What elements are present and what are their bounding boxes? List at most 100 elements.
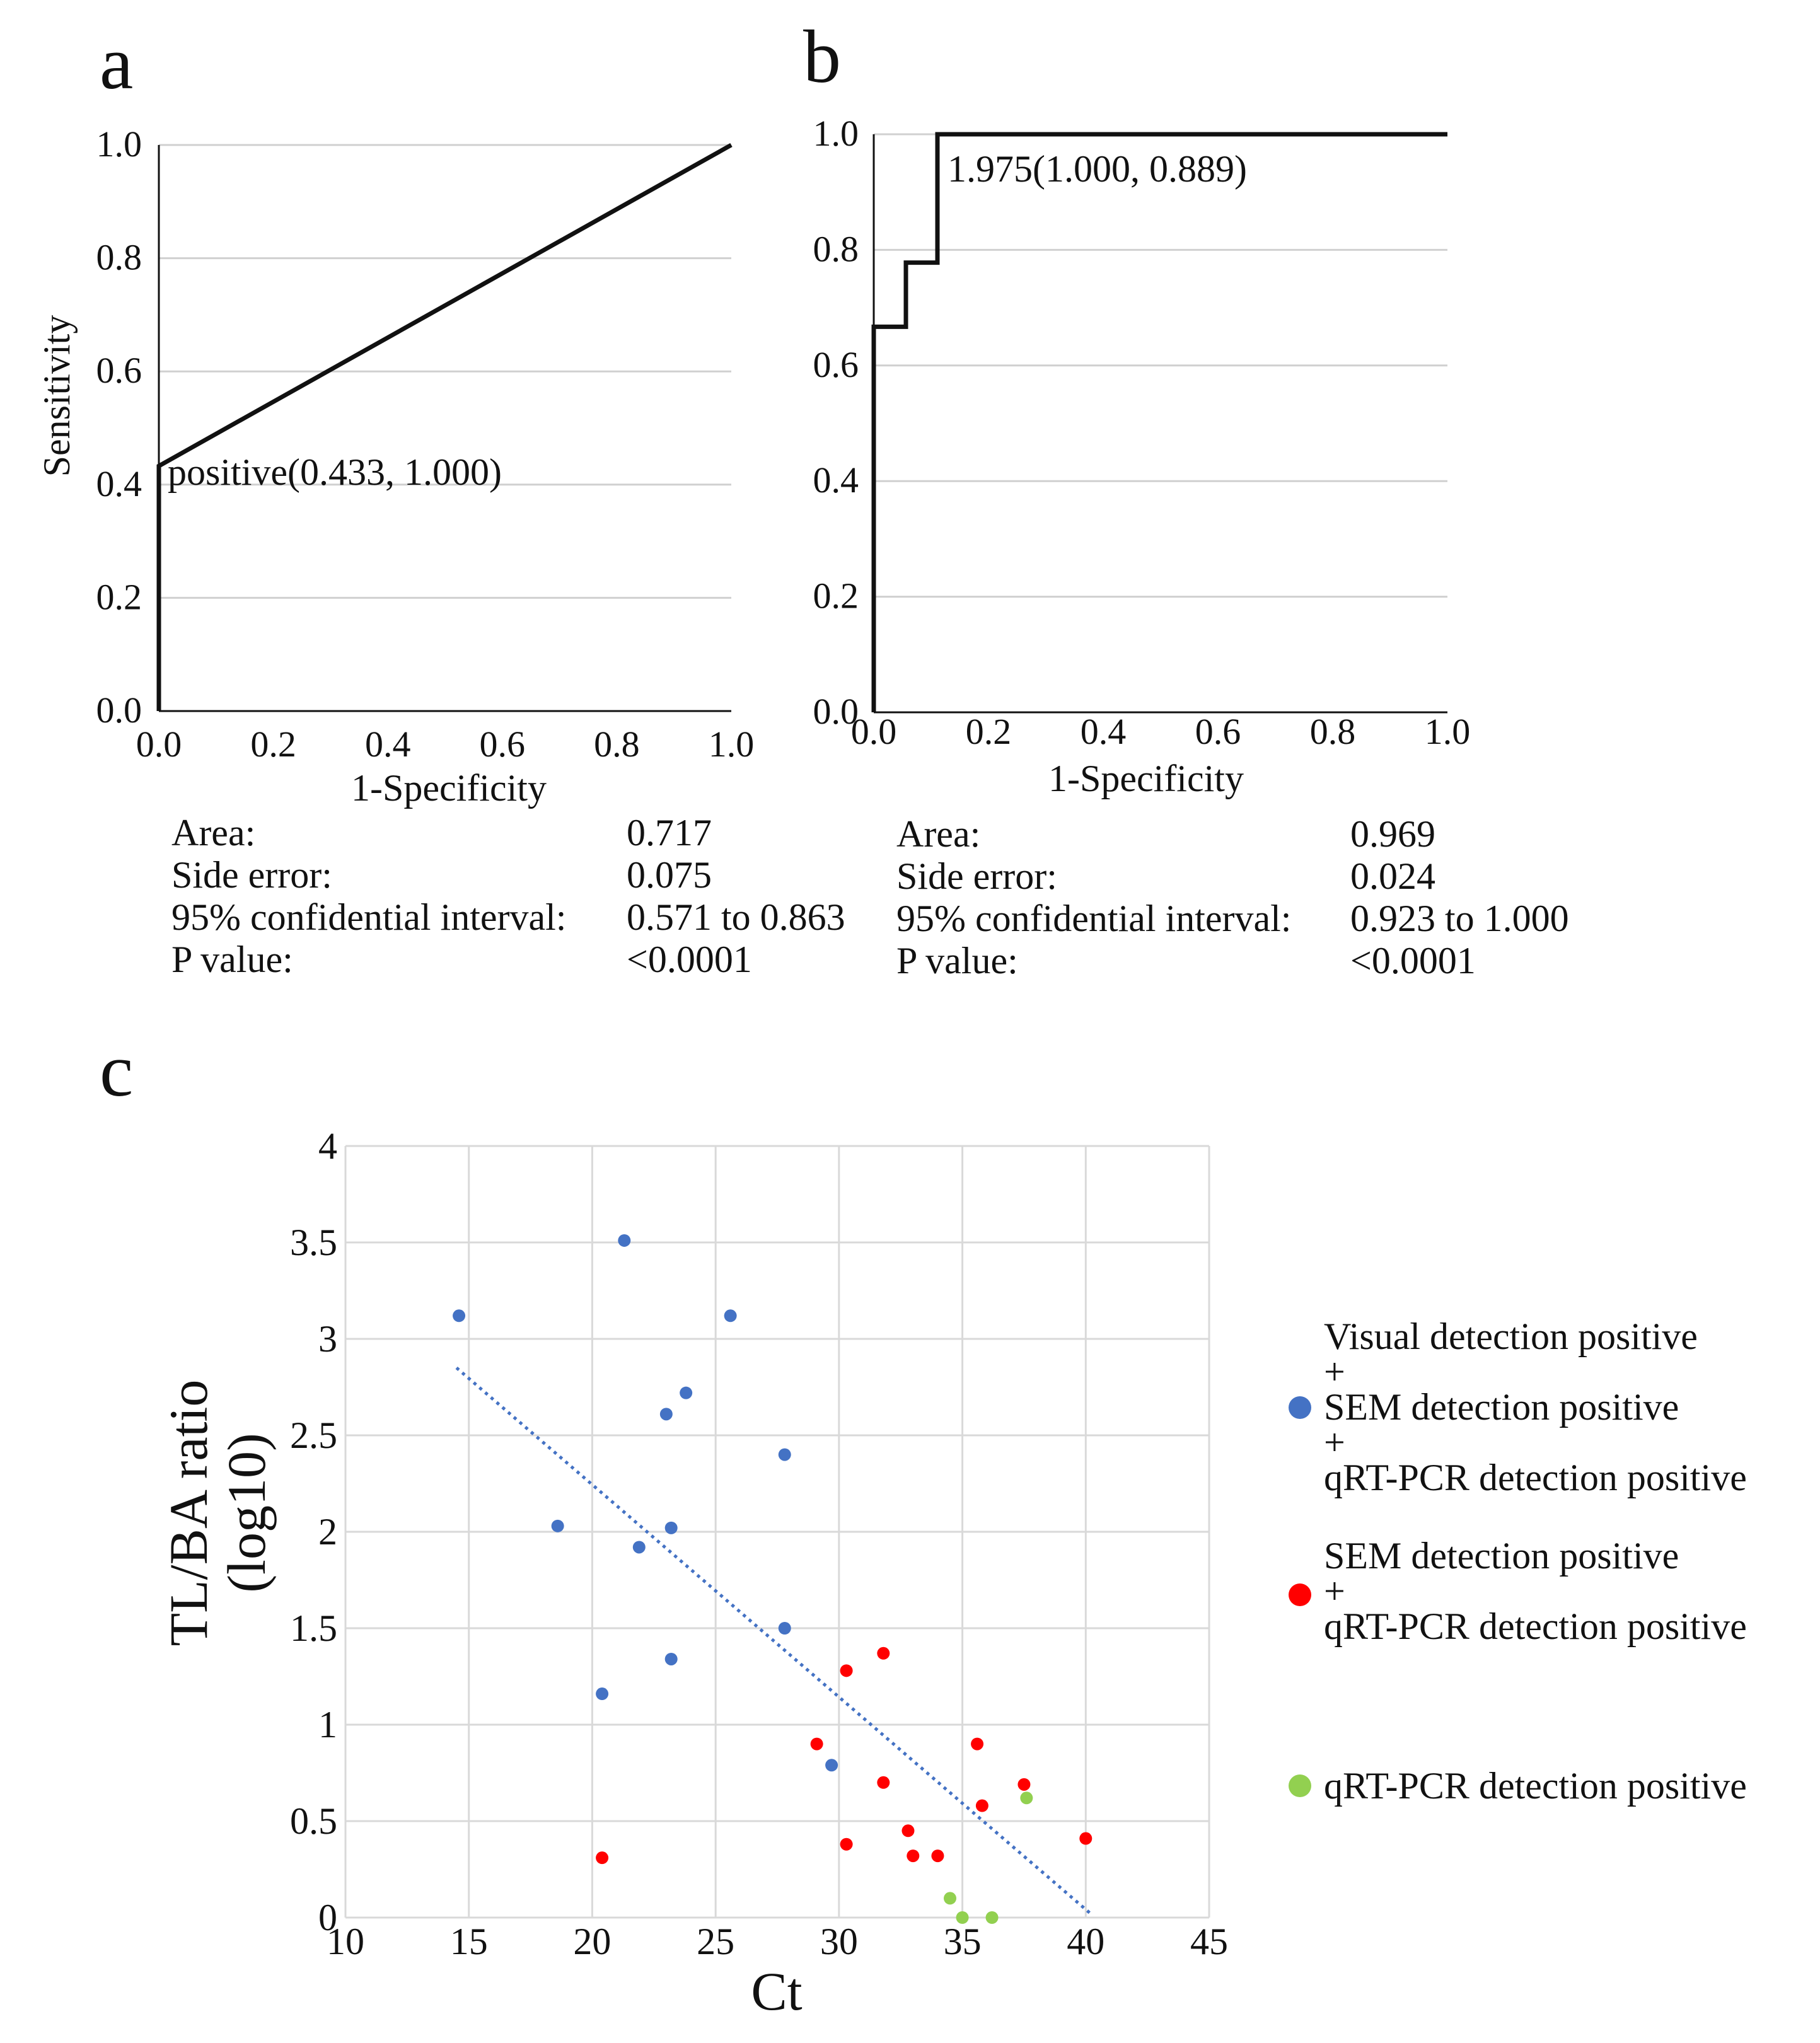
x-tick-label: 0.8 bbox=[1310, 711, 1356, 752]
y-tick-label: 0.5 bbox=[290, 1800, 337, 1842]
stats-value: <0.0001 bbox=[1350, 940, 1476, 981]
panel-label: c bbox=[100, 1028, 133, 1112]
scatter-point bbox=[659, 1408, 673, 1421]
scatter-point bbox=[1079, 1832, 1093, 1845]
legend-text: + bbox=[1324, 1570, 1345, 1612]
legend-text: qRT-PCR detection positive bbox=[1324, 1606, 1747, 1647]
y-axis-title: Sensitivity bbox=[36, 315, 78, 477]
legend-marker bbox=[1289, 1774, 1311, 1797]
y-tick-label: 1.0 bbox=[813, 113, 859, 154]
x-tick-label: 1.0 bbox=[1425, 711, 1471, 752]
y-axis-title: TL/BA ratio(log10) bbox=[158, 1380, 277, 1647]
scatter-point bbox=[596, 1687, 609, 1701]
y-tick-label: 0.6 bbox=[96, 350, 142, 391]
legend-marker bbox=[1289, 1583, 1311, 1606]
y-tick-label: 0.4 bbox=[813, 460, 859, 501]
x-tick-label: 0.4 bbox=[1081, 711, 1127, 752]
scatter-point bbox=[907, 1849, 920, 1863]
stats-label: Area: bbox=[171, 812, 256, 854]
scatter-point bbox=[680, 1386, 693, 1399]
stats-value: 0.969 bbox=[1350, 813, 1435, 855]
scatter-point bbox=[618, 1234, 631, 1247]
roc-chart-b: b 0.0 0.2 0.4 0.6 0.8 1.0 0.0 0.2 0.4 0.6 0.8 1.0 1-S… bbox=[803, 14, 1470, 799]
roc-curve bbox=[871, 132, 1447, 712]
y-tick-label: 1.5 bbox=[290, 1607, 337, 1649]
scatter-point bbox=[877, 1647, 890, 1660]
scatter-point bbox=[985, 1911, 999, 1924]
x-tick-label: 20 bbox=[573, 1921, 611, 1962]
x-axis-title: 1-Specificity bbox=[1048, 758, 1244, 799]
y-tick-label: 0.8 bbox=[813, 228, 859, 269]
scatter-point bbox=[778, 1448, 791, 1461]
y-tick-label: 0.0 bbox=[96, 690, 142, 731]
scatter-point bbox=[1017, 1778, 1031, 1791]
scatter-point bbox=[724, 1309, 737, 1322]
x-tick-label: 40 bbox=[1067, 1921, 1104, 1962]
x-tick-label: 0.2 bbox=[250, 724, 296, 765]
x-tick-label: 1.0 bbox=[709, 724, 755, 765]
scatter-chart-c: c 0 0.5 1 1.5 2 2.5 3 3.5 4 10 15 20 25 30 35 40 45 Ct TL/B… bbox=[100, 1028, 1747, 2022]
scatter-point bbox=[931, 1849, 944, 1863]
scatter-point bbox=[778, 1622, 791, 1635]
x-tick-label: 0.6 bbox=[1195, 711, 1241, 752]
scatter-point bbox=[971, 1737, 984, 1751]
scatter-point bbox=[877, 1776, 890, 1789]
x-tick-label: 0.8 bbox=[594, 724, 640, 765]
panel-label: b bbox=[803, 14, 841, 98]
scatter-point bbox=[840, 1664, 853, 1677]
scatter-point bbox=[664, 1652, 678, 1665]
scatter-point bbox=[956, 1911, 969, 1924]
x-tick-label: 30 bbox=[820, 1921, 858, 1962]
x-tick-label: 10 bbox=[327, 1921, 364, 1962]
y-axis-title-line: (log10) bbox=[216, 1433, 277, 1592]
stats-label: P value: bbox=[896, 940, 1018, 981]
legend-text: qRT-PCR detection positive bbox=[1324, 1765, 1747, 1807]
legend-text: SEM detection positive bbox=[1324, 1535, 1679, 1577]
scatter-point bbox=[944, 1892, 956, 1905]
stats-label: 95% confidential interval: bbox=[171, 896, 567, 938]
scatter-point bbox=[975, 1799, 988, 1812]
y-tick-label: 1.0 bbox=[96, 124, 142, 165]
legend-text: SEM detection positive bbox=[1324, 1386, 1679, 1428]
x-tick-label: 25 bbox=[697, 1921, 734, 1962]
scatter-point bbox=[551, 1519, 564, 1532]
stats-label: P value: bbox=[171, 939, 293, 980]
roc-curve bbox=[156, 142, 733, 711]
stats-label: Area: bbox=[896, 813, 981, 855]
x-tick-label: 35 bbox=[944, 1921, 982, 1962]
x-tick-label: 0.6 bbox=[480, 724, 526, 765]
roc-chart-a: a 0.0 0.2 0.4 0.6 0.8 1.0 0.0 0.2 0.4 0.6 0.8 1.0 1-S… bbox=[36, 21, 754, 809]
scatter-point bbox=[825, 1759, 838, 1772]
legend-text: Visual detection positive bbox=[1324, 1316, 1698, 1357]
y-axis-title-line: TL/BA ratio bbox=[158, 1380, 219, 1647]
legend-marker bbox=[1289, 1396, 1311, 1419]
y-tick-label: 0.2 bbox=[813, 576, 859, 616]
y-tick-label: 0 bbox=[318, 1897, 337, 1938]
scatter-point bbox=[1020, 1791, 1033, 1805]
scatter-point bbox=[840, 1838, 853, 1851]
scatter-point bbox=[901, 1824, 915, 1838]
panel-label: a bbox=[100, 21, 133, 105]
stats-value: 0.717 bbox=[627, 812, 712, 854]
stats-label: Side error: bbox=[171, 854, 332, 896]
x-axis-title: Ct bbox=[751, 1961, 802, 2022]
stats-label: Side error: bbox=[896, 855, 1057, 897]
scatter-point bbox=[632, 1541, 646, 1554]
scatter-point bbox=[810, 1737, 823, 1751]
x-tick-label: 45 bbox=[1190, 1921, 1228, 1962]
y-tick-label: 2 bbox=[318, 1511, 337, 1553]
y-tick-label: 0.8 bbox=[96, 237, 142, 278]
scatter-point bbox=[453, 1309, 466, 1322]
x-axis-title: 1-Specificity bbox=[351, 767, 547, 809]
x-tick-label: 0.2 bbox=[966, 711, 1012, 752]
cutoff-annotation: positive(0.433, 1.000) bbox=[168, 451, 502, 493]
x-tick-label: 15 bbox=[450, 1921, 488, 1962]
y-tick-label: 0.0 bbox=[813, 691, 859, 732]
scatter-point bbox=[596, 1851, 609, 1865]
y-tick-label: 4 bbox=[318, 1125, 337, 1167]
legend-text: + bbox=[1324, 1351, 1345, 1392]
y-tick-label: 3 bbox=[318, 1318, 337, 1360]
x-tick-label: 0.0 bbox=[136, 724, 182, 765]
legend-text: + bbox=[1324, 1421, 1345, 1463]
